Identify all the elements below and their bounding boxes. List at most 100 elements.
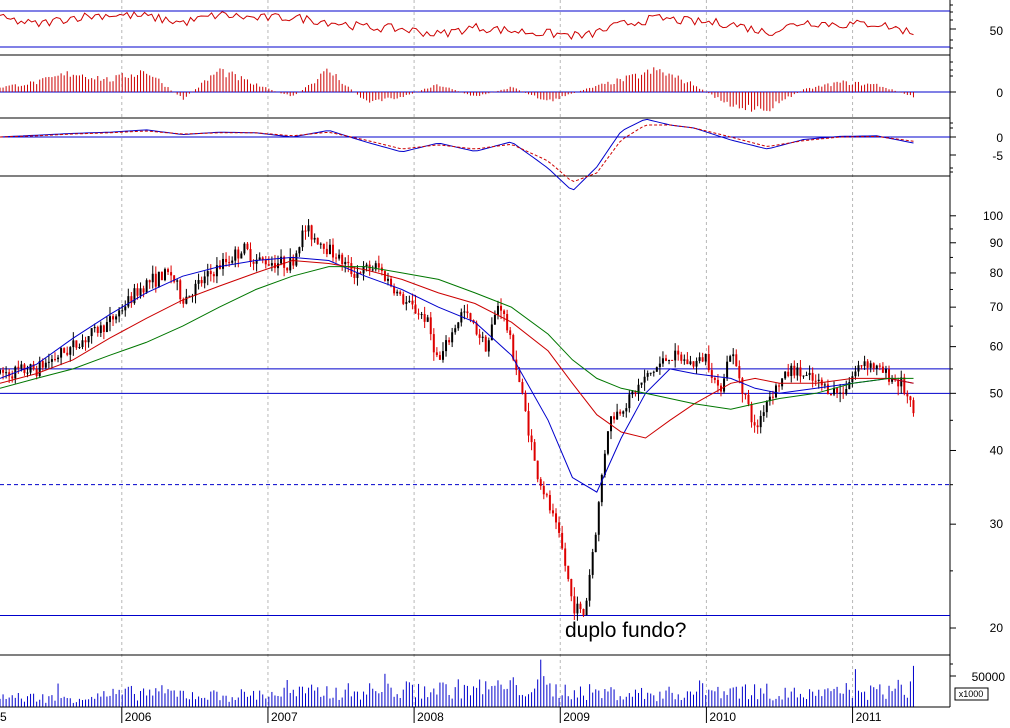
x-tick-label: 2008 bbox=[417, 710, 444, 723]
candle-body bbox=[823, 384, 826, 386]
osc3-tick-label: -5 bbox=[992, 149, 1003, 163]
candle-body bbox=[145, 280, 148, 293]
price-tick-label: 70 bbox=[990, 300, 1004, 314]
candle-body bbox=[542, 485, 545, 495]
candle-body bbox=[469, 313, 472, 321]
candle-body bbox=[310, 225, 313, 240]
candle-body bbox=[396, 291, 399, 294]
candle-body bbox=[912, 400, 915, 414]
candle-body bbox=[249, 249, 252, 263]
candle-body bbox=[209, 271, 212, 275]
candle-body bbox=[631, 391, 634, 395]
candle-body bbox=[182, 299, 185, 304]
candle-body bbox=[762, 412, 765, 416]
candle-body bbox=[726, 361, 729, 379]
candle-body bbox=[530, 435, 533, 443]
candle-body bbox=[787, 371, 790, 376]
year-gridlines bbox=[121, 0, 854, 707]
candle-body bbox=[539, 479, 542, 486]
candle-body bbox=[261, 257, 264, 260]
candle-body bbox=[160, 271, 163, 281]
candle-body bbox=[136, 288, 139, 296]
candle-body bbox=[512, 335, 515, 360]
candle-body bbox=[466, 311, 469, 314]
candle-body bbox=[487, 340, 490, 352]
candle-body bbox=[301, 230, 304, 248]
x-tick-label: 2006 bbox=[125, 710, 152, 723]
candle-body bbox=[634, 391, 637, 394]
candle-body bbox=[533, 442, 536, 461]
price-tick-label: 90 bbox=[990, 236, 1004, 250]
candle-body bbox=[668, 359, 671, 361]
candle-body bbox=[359, 272, 362, 274]
candle-body bbox=[267, 264, 270, 266]
candle-body bbox=[558, 522, 561, 533]
osc2-tick-label: 0 bbox=[996, 86, 1003, 100]
candle-body bbox=[454, 328, 457, 333]
candle-body bbox=[851, 376, 854, 382]
panel-frames bbox=[0, 0, 951, 708]
candle-body bbox=[228, 262, 231, 264]
candle-body bbox=[438, 355, 441, 360]
candle-body bbox=[429, 317, 432, 335]
candle-body bbox=[347, 261, 350, 264]
candle-body bbox=[784, 371, 787, 379]
candle-body bbox=[872, 363, 875, 369]
candle-body bbox=[112, 316, 115, 320]
candle-body bbox=[521, 382, 524, 393]
candle-body bbox=[176, 280, 179, 282]
candle-body bbox=[771, 396, 774, 398]
candle-body bbox=[524, 392, 527, 412]
candle-body bbox=[551, 510, 554, 514]
candle-body bbox=[643, 376, 646, 383]
candle-body bbox=[829, 394, 832, 396]
candle-body bbox=[909, 396, 912, 401]
candle-body bbox=[154, 273, 157, 287]
candle-body bbox=[264, 259, 267, 265]
candle-body bbox=[701, 357, 704, 362]
candle-body bbox=[460, 312, 463, 323]
candle-body bbox=[674, 350, 677, 361]
osc3-line-1 bbox=[0, 118, 914, 191]
candle-body bbox=[283, 256, 286, 268]
candle-body bbox=[365, 264, 368, 267]
candle-body bbox=[591, 552, 594, 575]
candle-body bbox=[322, 243, 325, 249]
candle-body bbox=[273, 263, 276, 269]
candle-body bbox=[738, 366, 741, 379]
candle-body bbox=[435, 352, 438, 356]
candle-body bbox=[57, 357, 60, 360]
candle-body bbox=[157, 271, 160, 287]
x-tick-label: 2009 bbox=[563, 710, 590, 723]
candle-body bbox=[332, 244, 335, 258]
candle-body bbox=[408, 300, 411, 303]
candle-body bbox=[826, 384, 829, 395]
candle-body bbox=[328, 244, 331, 255]
candle-body bbox=[655, 367, 658, 372]
candle-body bbox=[405, 302, 408, 304]
candle-body bbox=[857, 365, 860, 372]
candle-body bbox=[683, 359, 686, 361]
volume-panel bbox=[0, 659, 914, 707]
candle-body bbox=[237, 249, 240, 259]
candle-body bbox=[704, 354, 707, 362]
candle-body bbox=[613, 416, 616, 420]
candle-body bbox=[723, 378, 726, 392]
candle-body bbox=[218, 265, 221, 269]
candle-body bbox=[393, 286, 396, 294]
price-tick-label: 20 bbox=[990, 621, 1004, 635]
volume-tick-label: 50000 bbox=[972, 670, 1006, 684]
candle-body bbox=[399, 291, 402, 295]
candle-body bbox=[478, 334, 481, 338]
candle-body bbox=[451, 332, 454, 343]
candle-body bbox=[286, 267, 289, 271]
moving-average-1 bbox=[0, 256, 914, 493]
price-tick-label: 30 bbox=[990, 517, 1004, 531]
candle-body bbox=[500, 305, 503, 311]
volume-unit-label: x1000 bbox=[959, 689, 984, 699]
candle-body bbox=[414, 304, 417, 314]
candle-body bbox=[845, 388, 848, 395]
candle-body bbox=[423, 314, 426, 322]
candle-body bbox=[222, 258, 225, 269]
candle-body bbox=[11, 376, 14, 379]
